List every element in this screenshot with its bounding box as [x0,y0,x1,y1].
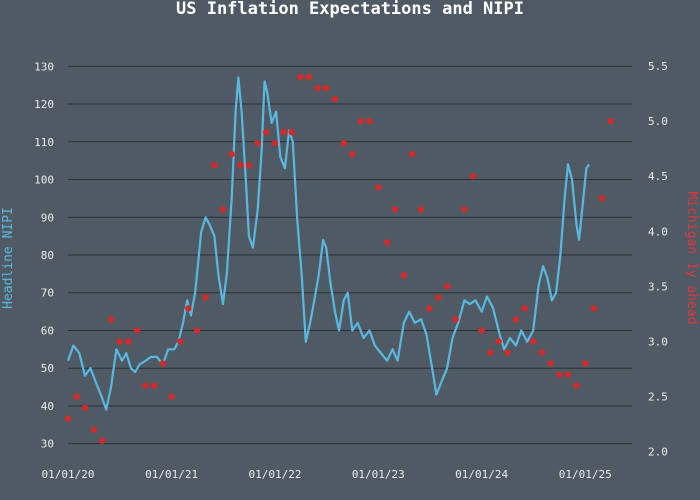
michigan-point [435,294,442,301]
michigan-point [323,84,330,92]
michigan-point [590,305,598,312]
michigan-point [521,305,528,312]
michigan-point [280,128,287,136]
x-tick-label: 01/01/24 [455,468,508,481]
grid [68,65,632,445]
michigan-point [245,161,253,169]
y-left-tick-label: 80 [41,249,54,262]
y-right-axis-ticks: 2.0 2.5 3.0 3.5 4.0 4.5 5.0 5.5 [648,60,668,459]
michigan-point [461,206,468,213]
michigan-point [598,195,606,202]
y-right-tick-label: 2.5 [648,391,668,404]
michigan-point [349,150,356,158]
michigan-point [383,239,391,246]
michigan-point [478,327,485,334]
y-left-tick-label: 110 [34,136,54,149]
michigan-point [375,184,382,191]
michigan-point [366,117,373,125]
michigan-point [288,128,295,136]
michigan-point [529,338,537,345]
michigan-point [159,360,167,367]
y-left-tick-label: 130 [34,60,54,73]
michigan-point [228,150,235,158]
nipi-series-line [66,76,591,411]
y-right-tick-label: 3.5 [648,280,668,293]
michigan-point [168,393,175,400]
michigan-point [202,294,209,301]
y-right-tick-label: 4.5 [648,170,668,183]
michigan-point [426,305,433,312]
michigan-point [107,316,115,323]
y-left-tick-label: 120 [34,98,54,111]
michigan-point [331,95,339,103]
michigan-point [556,371,563,378]
michigan-point [469,173,477,180]
y-left-tick-label: 100 [34,174,54,187]
michigan-point [391,206,399,213]
michigan-point [64,415,72,422]
michigan-point [219,206,227,213]
y-left-tick-label: 60 [41,324,54,337]
x-tick-label: 01/01/25 [559,468,612,481]
michigan-point [452,316,459,323]
michigan-point [340,139,347,147]
michigan-point [262,128,270,136]
michigan-point [607,117,614,125]
michigan-point [99,437,106,444]
y-left-tick-label: 30 [41,438,54,451]
michigan-point [357,117,365,125]
michigan-point [185,305,192,312]
y-left-axis-ticks: 30 40 50 60 70 80 90 100 110 120 130 [34,60,54,450]
x-tick-label: 01/01/20 [42,468,95,481]
michigan-point [125,338,132,345]
michigan-point [504,349,511,356]
chart-title: US Inflation Expectations and NIPI [176,0,524,19]
y-left-tick-label: 50 [41,362,54,375]
michigan-point [487,349,494,356]
michigan-point [564,371,572,378]
michigan-point [116,338,123,345]
michigan-point [90,426,97,433]
michigan-point [254,139,261,147]
y-right-tick-label: 5.5 [648,60,668,73]
michigan-point [512,316,520,323]
y-left-axis-title: Headline NIPI [1,207,16,309]
michigan-point [573,382,580,389]
michigan-point [81,404,89,411]
michigan-point [495,338,502,345]
michigan-point [582,360,589,367]
michigan-point [237,161,244,169]
michigan-point [305,73,313,81]
michigan-point [443,283,451,290]
y-right-tick-label: 3.0 [648,336,668,349]
x-tick-label: 01/01/23 [352,468,405,481]
y-right-tick-label: 2.0 [648,446,668,459]
michigan-point [409,150,416,158]
michigan-point [177,338,184,345]
plot-area [64,73,614,444]
michigan-point [151,382,158,389]
y-left-tick-label: 70 [41,287,54,300]
michigan-point [297,73,304,81]
y-left-tick-label: 40 [41,400,54,413]
y-right-tick-label: 5.0 [648,115,668,128]
michigan-point [133,327,141,334]
michigan-point [211,161,218,169]
michigan-point [547,360,554,367]
michigan-point [271,139,279,147]
michigan-point [193,327,201,334]
michigan-point [417,206,425,213]
y-left-tick-label: 90 [41,211,54,224]
x-tick-label: 01/01/22 [248,468,301,481]
y-right-axis-title: Michigan 1y ahead [684,191,699,324]
michigan-point [73,393,80,400]
x-axis-ticks: 01/01/20 01/01/21 01/01/22 01/01/23 01/01/24… [42,468,612,481]
michigan-point [538,349,546,356]
x-tick-label: 01/01/21 [145,468,198,481]
michigan-point [400,272,407,279]
y-right-tick-label: 4.0 [648,225,668,238]
michigan-point [314,84,321,92]
michigan-point [142,382,149,389]
